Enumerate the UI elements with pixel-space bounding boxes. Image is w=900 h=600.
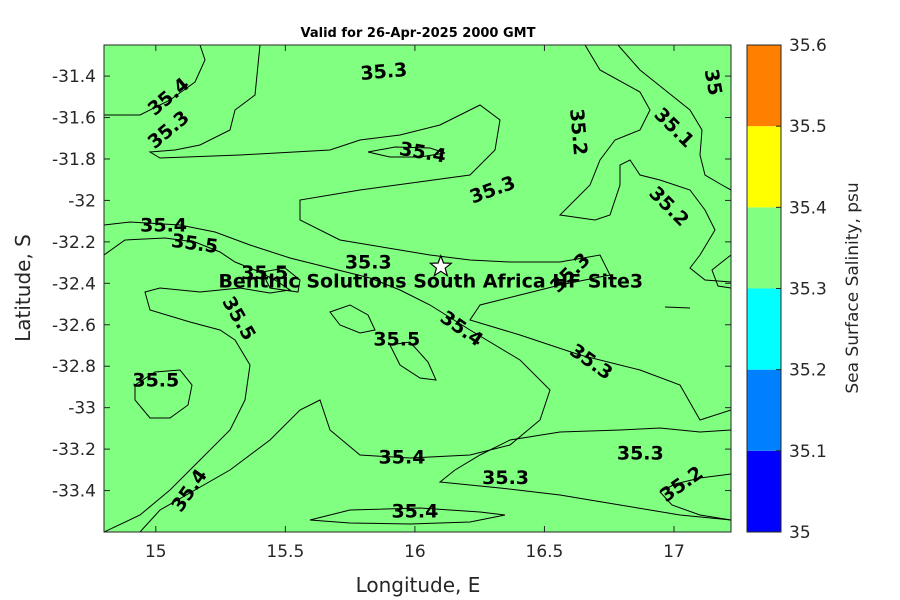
y-tick-label: -32.6 xyxy=(52,316,96,336)
band-35.1-35.2-north xyxy=(558,45,731,283)
contour-label: 35.5 xyxy=(132,370,179,392)
band-35.0-35.1-edge xyxy=(711,254,731,289)
y-axis-label: Latitude, S xyxy=(11,234,35,342)
x-tick-label: 15 xyxy=(145,542,167,562)
colorbar-tick-label: 35.2 xyxy=(789,361,827,381)
band-35.5-35.6-small xyxy=(261,267,301,293)
colorbar: 35 35.1 35.2 35.3 35.4 35.5 35.6 xyxy=(746,36,827,543)
y-tick-label: -31.4 xyxy=(52,67,96,87)
site-star-icon xyxy=(428,253,453,277)
band-35.4-35.5-nw xyxy=(104,45,206,116)
colorbar-label: Sea Surface Salinity, psu xyxy=(843,182,863,393)
colorbar-segment xyxy=(747,207,781,289)
colorbar-segment xyxy=(747,45,781,127)
colorbar-tick-label: 35.6 xyxy=(789,36,827,56)
y-tick-label: -31.8 xyxy=(52,150,96,170)
colorbar-tick-label: 35.5 xyxy=(789,117,827,137)
site-marker: Benthic Solutions South Africa HF Site3 xyxy=(218,253,643,293)
colorbar-segment xyxy=(747,288,781,370)
contour-label: 35 xyxy=(700,67,726,97)
colorbar-tick-label: 35.3 xyxy=(789,280,827,300)
band-35.5-35.6-centre xyxy=(329,304,376,334)
band-35.1-35.2-south xyxy=(659,473,731,521)
site-label: Benthic Solutions South Africa HF Site3 xyxy=(218,271,643,293)
colorbar-tick-label: 35.4 xyxy=(789,198,827,218)
y-tick-label: -32.4 xyxy=(52,274,96,294)
colorbar-segment xyxy=(747,450,781,532)
contour-label: 35.5 xyxy=(373,328,420,350)
band-35.2-35.3-north xyxy=(148,45,731,421)
contour-label: 35.3 xyxy=(360,59,409,85)
band-35.5-35.6-centre2 xyxy=(389,341,437,381)
contour-label: 35.3 xyxy=(482,467,529,489)
band-35.5-35.6-west xyxy=(104,237,292,532)
band-35.4-35.5-main xyxy=(104,221,551,532)
y-tick-label: -33 xyxy=(68,399,96,419)
plot-area xyxy=(104,45,731,532)
y-tick-label: -31.6 xyxy=(52,109,96,129)
y-tick-label: -33.2 xyxy=(52,440,96,460)
x-tick-label: 16 xyxy=(404,542,426,562)
colorbar-segment xyxy=(747,126,781,208)
contour-label: 35.3 xyxy=(345,252,392,274)
band-35.0-35.1 xyxy=(617,45,731,191)
y-tick-label: -33.4 xyxy=(52,482,96,502)
contour-segment xyxy=(664,306,691,309)
colorbar-tick-label: 35 xyxy=(789,523,811,543)
x-axis: 15 15.5 16 16.5 17 xyxy=(145,45,685,562)
y-tick-label: -32.8 xyxy=(52,357,96,377)
chart-title: Valid for 26-Apr-2025 2000 GMT xyxy=(301,26,536,41)
y-tick-label: -32.2 xyxy=(52,233,96,253)
x-tick-label: 17 xyxy=(663,542,685,562)
colorbar-segment xyxy=(747,369,781,451)
contour-label: 35.4 xyxy=(379,446,426,468)
band-35.4-35.5-south xyxy=(309,507,506,525)
x-tick-label: 15.5 xyxy=(266,542,304,562)
contour-label: 35.4 xyxy=(140,214,187,236)
band-35.4-35.5-lens xyxy=(367,146,446,158)
x-tick-label: 16.5 xyxy=(526,542,564,562)
x-axis-label: Longitude, E xyxy=(356,573,481,597)
band-35.2-35.3-south xyxy=(438,427,731,521)
contour-label: 35.5 xyxy=(241,262,288,284)
contour-label: 35.2 xyxy=(565,108,591,157)
contour-label: 35.4 xyxy=(391,500,438,522)
colorbar-tick-label: 35.1 xyxy=(789,442,827,462)
plot-frame xyxy=(103,44,732,533)
y-tick-label: -32 xyxy=(68,191,96,211)
band-35.4-35.5-hole xyxy=(134,369,193,419)
contour-label: 35.3 xyxy=(617,442,664,464)
y-axis: -31.4 -31.6 -31.8 -32 -32.2 -32.4 -32.6 -32.8 -3… xyxy=(52,67,731,502)
